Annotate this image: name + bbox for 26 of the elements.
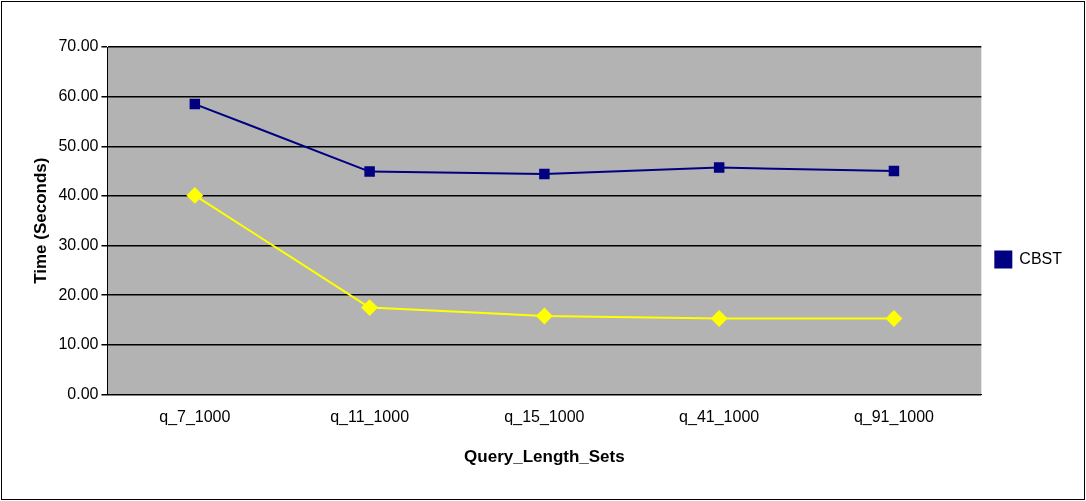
point bbox=[189, 98, 201, 110]
x-axis-title: Query_Length_Sets bbox=[464, 447, 625, 467]
y-tick-label: 40.00 bbox=[58, 186, 99, 204]
y-tick-label: 70.00 bbox=[58, 37, 99, 55]
y-tick-label: 30.00 bbox=[58, 235, 99, 253]
legend-label: CBST bbox=[1019, 249, 1063, 267]
y-tick-label: 20.00 bbox=[58, 285, 99, 303]
y-tick-label: 10.00 bbox=[58, 335, 99, 353]
point bbox=[361, 299, 378, 316]
point bbox=[539, 168, 550, 180]
x-tick-label: q_11_1000 bbox=[330, 408, 410, 427]
point bbox=[885, 310, 902, 327]
x-tick-label: q_41_1000 bbox=[679, 408, 760, 427]
y-tick-label: 50.00 bbox=[58, 136, 99, 154]
point bbox=[713, 162, 725, 173]
x-tick-label: q_91_1000 bbox=[853, 408, 935, 427]
point bbox=[364, 166, 375, 177]
point bbox=[711, 310, 728, 327]
point bbox=[186, 187, 203, 204]
point bbox=[888, 165, 900, 177]
y-tick-label: 0.00 bbox=[67, 384, 99, 402]
y-axis-title: Time (Seconds) bbox=[30, 157, 50, 284]
y-tick-label: 60.00 bbox=[58, 87, 99, 105]
x-tick-label: q_15_1000 bbox=[504, 408, 585, 427]
point bbox=[536, 307, 553, 324]
x-tick-label: q_7_1000 bbox=[159, 408, 231, 427]
